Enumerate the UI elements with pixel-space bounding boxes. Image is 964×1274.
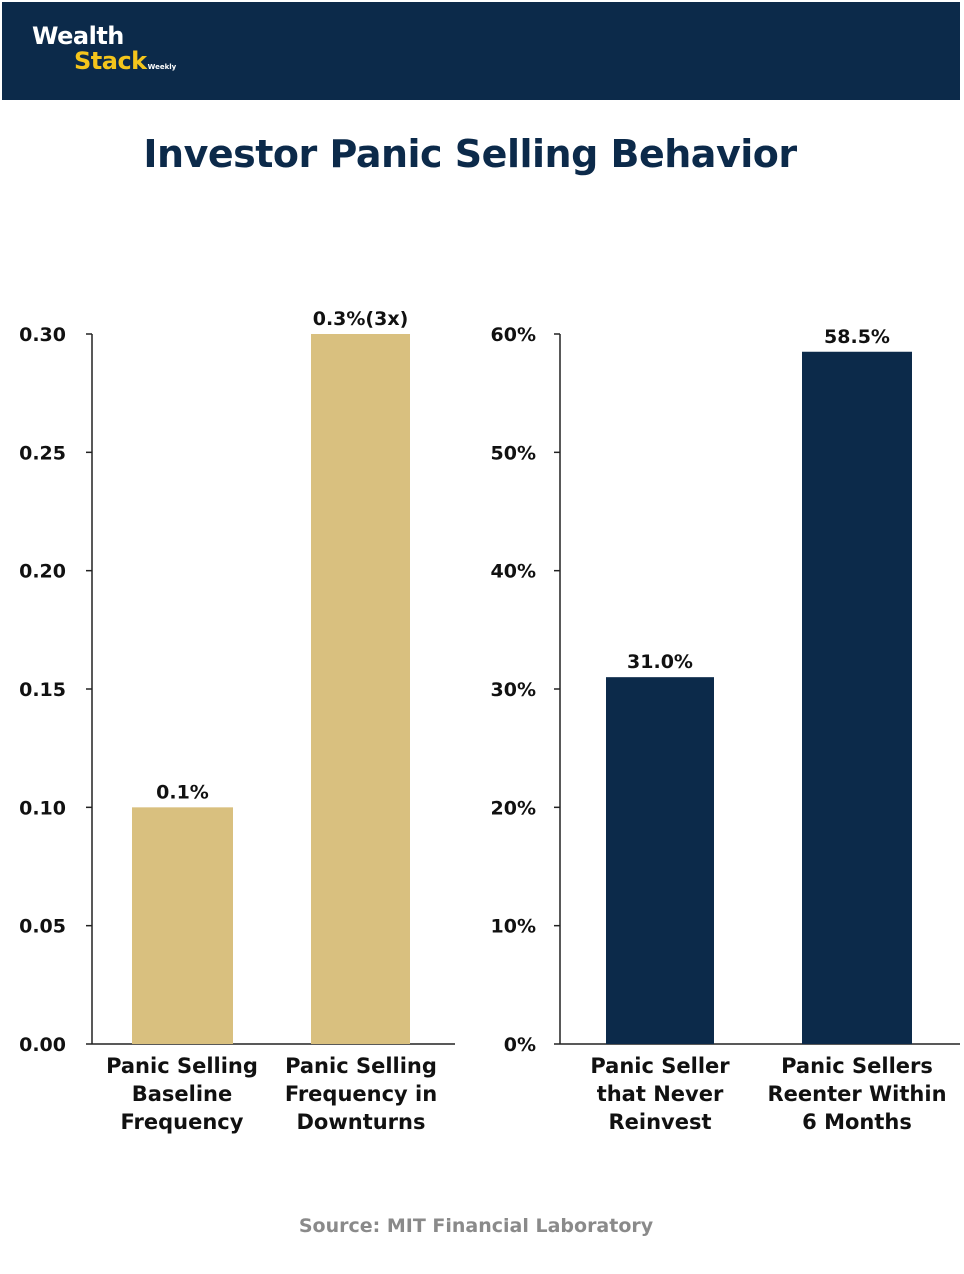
x-category-label-1-1: Panic Selling Baseline Frequency (106, 1054, 258, 1134)
source-note: Source: MIT Financial Laboratory (298, 1215, 654, 1237)
y-tick-label-1: 0.30 (19, 324, 66, 346)
x-category-label-line: Frequency (121, 1110, 244, 1134)
data-label-2-1: 31.0% (627, 651, 693, 673)
y-tick-label-1: 0.05 (19, 916, 66, 938)
x-category-label-line: Panic Selling (106, 1054, 258, 1078)
x-category-label-line: Baseline (132, 1082, 233, 1106)
wealth-stack-logo[interactable]: Wealth StackWeekly (32, 24, 176, 73)
y-tick-label-1: 0.25 (19, 442, 66, 464)
chart-title: Investor Panic Selling Behavior (143, 132, 797, 176)
data-label-2-2: 58.5% (824, 326, 890, 348)
x-category-label-line: Panic Sellers (781, 1054, 933, 1078)
y-tick-label-1: 0.20 (19, 561, 66, 583)
y-tick-label-2: 10% (491, 916, 536, 938)
y-tick-label-1: 0.00 (19, 1034, 66, 1056)
header-banner: Wealth StackWeekly (2, 2, 960, 100)
x-category-label-line: 6 Months (802, 1110, 912, 1134)
bar-1-1 (132, 807, 233, 1044)
logo-word-stack: Stack (74, 47, 147, 75)
y-tick-label-2: 30% (491, 679, 536, 701)
x-category-label-2-1: Panic Seller that Never Reinvest (590, 1054, 730, 1134)
y-tick-label-2: 20% (491, 797, 536, 819)
logo-word-wealth: Wealth (32, 22, 124, 50)
logo-tagline: Weekly (147, 63, 177, 71)
bar-2-1 (606, 677, 714, 1044)
x-category-label-line: Reenter Within (767, 1082, 946, 1106)
x-category-label-line: Downturns (296, 1110, 425, 1134)
y-tick-label-2: 40% (491, 561, 536, 583)
x-category-label-2-2: Panic Sellers Reenter Within 6 Months (767, 1054, 946, 1134)
data-label-1-1: 0.1% (156, 781, 209, 803)
x-category-label-line: Reinvest (608, 1110, 711, 1134)
x-category-label-line: that Never (597, 1082, 724, 1106)
y-tick-label-1: 0.15 (19, 679, 66, 701)
x-category-label-line: Panic Selling (285, 1054, 437, 1078)
bar-1-2 (311, 334, 410, 1044)
y-tick-label-2: 50% (491, 442, 536, 464)
x-category-label-line: Frequency in (285, 1082, 437, 1106)
x-category-label-1-2: Panic Selling Frequency in Downturns (285, 1054, 437, 1134)
y-tick-label-1: 0.10 (19, 797, 66, 819)
x-category-label-line: Panic Seller (590, 1054, 730, 1078)
y-tick-label-2: 60% (491, 324, 536, 346)
bar-2-2 (802, 351, 912, 1044)
y-tick-label-2: 0% (504, 1034, 536, 1056)
data-label-1-2: 0.3%(3x) (313, 308, 409, 330)
